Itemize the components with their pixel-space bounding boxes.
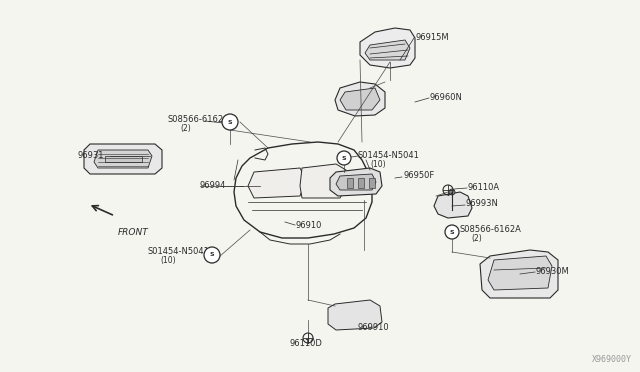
Text: (2): (2) [471,234,482,244]
Text: S: S [210,253,214,257]
Polygon shape [328,300,382,330]
Polygon shape [488,256,552,290]
Text: 96931: 96931 [78,151,104,160]
Text: S01454-N5041: S01454-N5041 [358,151,420,160]
Text: S: S [450,230,454,234]
Polygon shape [360,28,415,68]
Circle shape [445,225,459,239]
Text: S: S [228,119,232,125]
Text: (10): (10) [370,160,386,169]
Text: 96960N: 96960N [430,93,463,103]
Bar [347,178,353,188]
Text: S: S [342,155,346,160]
Text: 96994: 96994 [200,182,227,190]
Text: 96993N: 96993N [466,199,499,208]
Circle shape [337,151,351,165]
Polygon shape [335,82,385,116]
Text: 96910: 96910 [296,221,323,230]
Text: 96915M: 96915M [415,33,449,42]
Polygon shape [94,150,152,168]
Polygon shape [434,192,472,218]
Text: (2): (2) [180,124,191,132]
Text: S08566-6162A: S08566-6162A [459,225,521,234]
Circle shape [449,189,455,195]
Text: S08566-6162A: S08566-6162A [168,115,230,124]
Text: FRONT: FRONT [118,228,148,237]
Polygon shape [300,164,348,198]
Text: 96110D: 96110D [290,340,323,349]
Polygon shape [365,40,410,60]
Polygon shape [84,144,162,174]
Polygon shape [340,88,380,110]
Polygon shape [248,168,306,198]
Circle shape [204,247,220,263]
Text: 96930M: 96930M [536,267,570,276]
Polygon shape [105,156,142,162]
Polygon shape [480,250,558,298]
Text: 96110A: 96110A [468,183,500,192]
Text: 969910: 969910 [358,324,390,333]
Polygon shape [330,168,382,196]
Bar [369,178,375,188]
Text: S01454-N5041: S01454-N5041 [148,247,210,257]
Polygon shape [336,174,376,190]
Text: 96950F: 96950F [403,171,435,180]
Text: X969000Y: X969000Y [592,355,632,364]
Text: (10): (10) [160,257,175,266]
Circle shape [222,114,238,130]
Bar [358,178,364,188]
